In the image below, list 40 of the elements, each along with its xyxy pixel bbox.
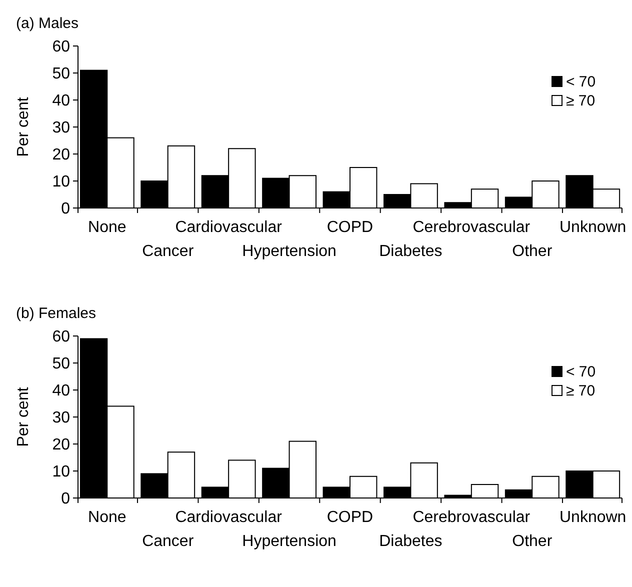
y-tick-label: 50	[52, 356, 70, 373]
x-tick-label: None	[88, 509, 126, 526]
x-tick-label: COPD	[326, 509, 374, 526]
y-axis-title: Per cent	[15, 96, 32, 157]
legend-label: ≥ 70	[566, 382, 596, 400]
y-tick-label: 20	[52, 146, 70, 164]
x-tick-label: Cardiovascular	[175, 219, 283, 236]
x-tick-label: Cardiovascular	[175, 509, 283, 526]
y-tick-label: 30	[52, 410, 70, 427]
y-tick-label: 0	[61, 200, 70, 218]
legend-label: < 70	[566, 364, 596, 380]
x-tick-label: Other	[512, 243, 553, 260]
x-tick-label: None	[88, 219, 126, 236]
x-tick-label: Diabetes	[379, 533, 442, 550]
y-tick-label: 30	[52, 120, 70, 137]
y-tick-label: 40	[52, 382, 70, 400]
y-axis-title: Per cent	[15, 386, 32, 447]
x-tick-label: Cancer	[142, 533, 194, 550]
x-tick-label: Diabetes	[379, 243, 442, 260]
y-tick-label: 0	[61, 490, 70, 508]
x-tick-label: Hypertension	[242, 533, 336, 550]
legend-label: ≥ 70	[566, 92, 596, 110]
x-tick-label: Other	[512, 533, 553, 550]
x-tick-label: Cancer	[142, 243, 194, 260]
x-tick-label: COPD	[326, 219, 374, 236]
y-tick-label: 20	[52, 436, 70, 454]
y-tick-label: 50	[52, 66, 70, 83]
y-tick-label: 10	[52, 174, 70, 191]
chart-title: (a) Males	[16, 15, 79, 32]
y-tick-label: 60	[52, 38, 70, 56]
y-tick-label: 40	[52, 92, 70, 110]
y-tick-label: 60	[52, 328, 70, 346]
x-tick-label: Hypertension	[242, 243, 336, 260]
y-tick-label: 10	[52, 464, 70, 481]
chart-title: (b) Females	[16, 305, 96, 322]
legend-label: < 70	[566, 74, 596, 90]
x-tick-label: Unknown	[560, 219, 626, 236]
x-tick-label: Unknown	[560, 509, 626, 526]
x-tick-label: Cerebrovascular	[412, 509, 531, 526]
x-tick-label: Cerebrovascular	[412, 219, 531, 236]
